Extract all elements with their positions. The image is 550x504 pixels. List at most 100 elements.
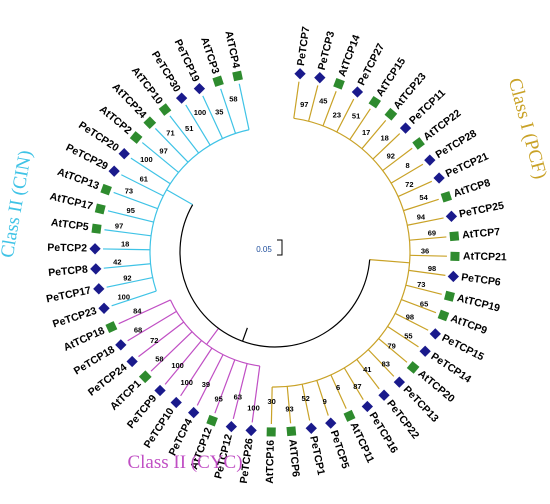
square-marker xyxy=(158,103,172,116)
leaf-label: PeTCP25 xyxy=(458,200,505,221)
bootstrap-value: 55 xyxy=(404,332,412,341)
diamond-marker xyxy=(424,154,436,166)
scale-bar xyxy=(277,239,283,256)
branch xyxy=(164,340,203,385)
bootstrap-value: 42 xyxy=(113,257,121,266)
bootstrap-value: 23 xyxy=(333,110,341,119)
bootstrap-value: 98 xyxy=(428,264,436,273)
bootstrap-value: 63 xyxy=(234,392,242,401)
diamond-marker xyxy=(93,283,105,295)
leaf-label: AtTCP3 xyxy=(198,36,221,76)
bootstrap-value: 97 xyxy=(115,221,123,230)
bootstrap-value: 41 xyxy=(363,365,371,374)
diamond-marker xyxy=(187,406,200,419)
diamond-marker xyxy=(170,396,182,409)
branch xyxy=(150,331,193,372)
square-marker xyxy=(212,75,224,87)
branch xyxy=(138,321,185,358)
branch xyxy=(343,367,364,400)
square-marker xyxy=(449,231,460,242)
leaf-label: PeTCP6 xyxy=(460,271,501,288)
bootstrap-value: 100 xyxy=(180,378,193,387)
diamond-marker xyxy=(98,302,110,314)
branch xyxy=(104,229,152,237)
bootstrap-value: 36 xyxy=(421,246,429,255)
diamond-marker xyxy=(115,339,127,351)
branch xyxy=(330,374,347,409)
bootstrap-value: 92 xyxy=(387,152,395,161)
leaf-label: PeTCP1 xyxy=(307,435,327,476)
square-marker xyxy=(232,70,243,82)
square-marker xyxy=(105,321,118,334)
square-marker xyxy=(94,203,106,215)
leaf-label: AtTCP14 xyxy=(336,33,363,78)
branch xyxy=(169,115,200,154)
diamond-marker xyxy=(433,172,445,184)
branch xyxy=(286,386,292,424)
square-marker xyxy=(437,309,450,322)
branch xyxy=(316,380,329,416)
square-marker xyxy=(129,131,143,144)
branch xyxy=(118,299,171,325)
branch xyxy=(405,284,442,295)
branch xyxy=(397,180,433,198)
bootstrap-value: 8 xyxy=(405,161,409,170)
leaf-label: PeTCP8 xyxy=(48,263,89,279)
leaf-label: AtTCP7 xyxy=(462,226,501,241)
bootstrap-value: 51 xyxy=(185,124,193,133)
branch xyxy=(293,81,300,119)
clade-stem xyxy=(206,328,219,345)
bootstrap-value: 51 xyxy=(352,111,360,120)
square-marker xyxy=(138,370,152,384)
leaf-label: AtTCP9 xyxy=(449,312,489,337)
leaf-label: PeTCP7 xyxy=(295,26,312,67)
bootstrap-value: 95 xyxy=(127,206,135,215)
bootstrap-value: 52 xyxy=(302,394,310,403)
branch xyxy=(180,347,213,397)
diamond-marker xyxy=(314,72,326,84)
square-marker xyxy=(100,183,112,196)
square-marker xyxy=(286,426,297,437)
bootstrap-value: 83 xyxy=(382,360,390,369)
bootstrap-value: 71 xyxy=(166,129,174,138)
diamond-marker xyxy=(351,86,364,98)
diamond-marker xyxy=(294,68,306,80)
bootstrap-value: 100 xyxy=(194,108,207,117)
square-marker xyxy=(412,137,425,150)
bootstrap-value: 79 xyxy=(387,341,395,350)
diamond-marker xyxy=(399,122,412,134)
leaf-label: AtTCP11 xyxy=(348,421,377,465)
class-label: Class II (CYC) xyxy=(127,452,242,473)
bootstrap-value: 30 xyxy=(268,397,276,406)
diamond-marker xyxy=(154,384,166,397)
diamond-marker xyxy=(429,328,441,340)
branch xyxy=(349,108,371,140)
branch xyxy=(301,384,311,421)
branch xyxy=(214,359,236,414)
leaf-label: PeTCP3 xyxy=(316,30,338,72)
bootstrap-value: 18 xyxy=(381,133,389,142)
diamond-marker xyxy=(325,417,337,429)
bootstrap-value: 84 xyxy=(133,306,142,315)
bootstrap-value: 95 xyxy=(215,395,223,404)
branch xyxy=(113,191,158,210)
branch xyxy=(270,386,273,424)
branch xyxy=(130,157,171,185)
root-arc xyxy=(179,204,371,348)
bootstrap-value: 72 xyxy=(150,336,158,345)
branch xyxy=(251,365,261,423)
bootstrap-value: 93 xyxy=(285,404,293,413)
leaf-label: AtTCP6 xyxy=(286,439,301,478)
bootstrap-value: 97 xyxy=(300,100,308,109)
diamond-marker xyxy=(175,92,188,104)
diamond-marker xyxy=(447,270,459,283)
diamond-marker xyxy=(90,263,102,275)
scale-label: 0.05 xyxy=(256,245,272,254)
clade-stem xyxy=(369,259,410,264)
leaf-label: AtTCP13 xyxy=(56,166,101,192)
leaf-label: AtTCP21 xyxy=(463,250,507,263)
square-marker xyxy=(440,191,452,203)
branch xyxy=(401,299,437,314)
branch xyxy=(403,198,439,212)
